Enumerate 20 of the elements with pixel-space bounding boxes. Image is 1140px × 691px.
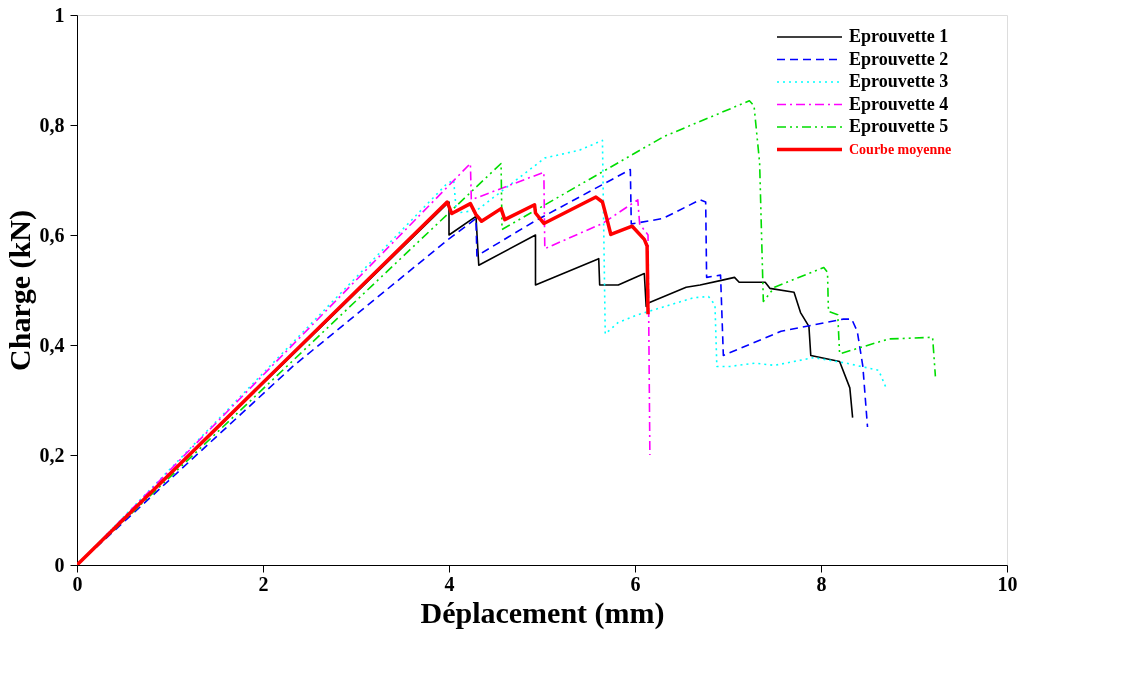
legend-label: Eprouvette 5 <box>849 116 949 136</box>
x-axis-title: Déplacement (mm) <box>420 595 665 630</box>
x-tick-label: 8 <box>816 572 827 595</box>
legend-label: Eprouvette 4 <box>849 93 949 114</box>
legend-label: Courbe moyenne <box>849 141 952 157</box>
legend-label: Eprouvette 2 <box>849 48 949 69</box>
legend-label: Eprouvette 1 <box>849 26 949 46</box>
y-tick-label: 1 <box>54 3 65 26</box>
x-tick-label: 0 <box>72 572 83 595</box>
y-tick-label: 0,2 <box>39 443 65 466</box>
y-tick-label: 0,6 <box>39 223 65 246</box>
y-tick-label: 0,4 <box>39 333 65 356</box>
x-tick-label: 6 <box>630 572 641 595</box>
y-tick-label: 0,8 <box>39 113 65 136</box>
y-tick-label: 0 <box>54 553 65 576</box>
y-axis-title: Charge (kN) <box>2 210 37 371</box>
x-tick-label: 10 <box>997 572 1018 595</box>
legend-label: Eprouvette 3 <box>849 71 949 91</box>
x-tick-label: 2 <box>258 572 269 595</box>
x-tick-label: 4 <box>444 572 455 595</box>
